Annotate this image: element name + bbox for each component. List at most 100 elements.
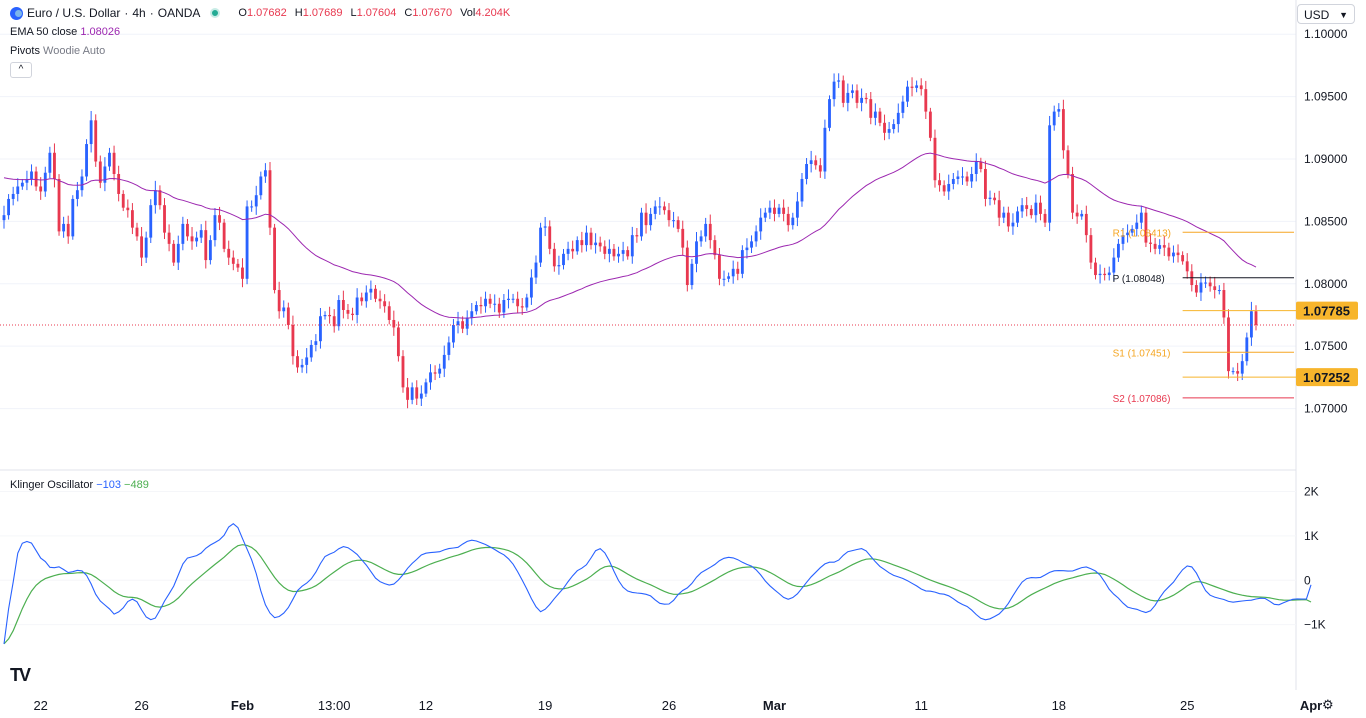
candle-body[interactable] [713,240,717,256]
candle-body[interactable] [130,210,134,228]
candle-body[interactable] [571,248,575,252]
candle-body[interactable] [736,268,740,274]
candle-body[interactable] [676,220,680,229]
candle-body[interactable] [245,206,249,279]
candle-body[interactable] [341,300,345,310]
klinger-legend[interactable]: Klinger Oscillator −103 −489 [10,479,149,491]
candle-body[interactable] [502,300,506,313]
candle-body[interactable] [983,168,987,199]
candle-body[interactable] [630,235,634,257]
candle-body[interactable] [1048,125,1052,223]
candle-body[interactable] [424,382,428,394]
candle-body[interactable] [474,305,478,312]
candle-body[interactable] [1094,262,1097,276]
candle-body[interactable] [525,297,529,308]
candle-body[interactable] [1162,245,1166,248]
candle-body[interactable] [1020,205,1024,212]
candle-body[interactable] [997,200,1001,218]
candle-body[interactable] [562,253,565,266]
candle-body[interactable] [57,178,61,232]
candle-body[interactable] [695,241,698,264]
candle-body[interactable] [1006,212,1010,227]
candle-body[interactable] [699,236,703,242]
candle-body[interactable] [222,222,226,249]
candle-body[interactable] [1185,261,1189,272]
candle-body[interactable] [892,124,896,130]
candle-body[interactable] [387,306,391,320]
candle-body[interactable] [851,90,854,93]
candle-body[interactable] [823,127,827,172]
candle-body[interactable] [814,160,818,166]
candle-body[interactable] [933,137,937,181]
candle-body[interactable] [396,327,400,357]
candle-body[interactable] [543,226,547,228]
candle-body[interactable] [708,223,712,241]
candle-body[interactable] [919,85,923,90]
candle-body[interactable] [103,166,107,183]
candle-body[interactable] [126,207,130,211]
candle-body[interactable] [621,250,625,254]
currency-select[interactable]: USD ▼ [1297,4,1355,24]
exchange[interactable]: OANDA [157,6,201,20]
candle-body[interactable] [635,235,639,237]
candle-body[interactable] [1245,337,1249,362]
candle-body[interactable] [218,215,221,223]
candle-body[interactable] [557,265,561,267]
candle-body[interactable] [360,297,364,302]
candle-body[interactable] [309,344,313,358]
candle-body[interactable] [167,232,171,244]
candle-body[interactable] [135,227,139,237]
candle-body[interactable] [681,228,685,248]
candle-body[interactable] [520,306,524,308]
candle-body[interactable] [818,165,822,172]
candle-body[interactable] [805,164,808,179]
candle-body[interactable] [763,212,767,218]
candle-body[interactable] [704,223,708,237]
candle-body[interactable] [672,220,675,222]
candle-body[interactable] [20,182,24,187]
candle-body[interactable] [25,178,29,183]
candle-body[interactable] [447,342,451,355]
candle-body[interactable] [1002,212,1006,218]
candle-body[interactable] [580,240,584,246]
candle-body[interactable] [401,356,405,388]
candle-body[interactable] [979,161,983,169]
candle-body[interactable] [910,86,914,88]
candle-body[interactable] [864,97,868,100]
candle-body[interactable] [98,161,102,183]
candle-body[interactable] [828,99,831,128]
candle-body[interactable] [1194,285,1198,293]
candle-body[interactable] [782,207,786,214]
candle-body[interactable] [53,152,56,179]
candle-body[interactable] [791,217,795,226]
candle-body[interactable] [846,92,850,103]
candle-body[interactable] [176,243,180,263]
candles[interactable] [2,73,1258,409]
candle-body[interactable] [640,212,643,237]
candle-body[interactable] [938,180,941,186]
candle-body[interactable] [383,301,387,307]
candle-body[interactable] [745,247,749,251]
candle-body[interactable] [488,298,492,304]
candle-body[interactable] [795,201,799,218]
candle-body[interactable] [2,215,6,221]
candle-body[interactable] [1061,109,1065,151]
candle-body[interactable] [186,223,189,237]
candle-body[interactable] [140,236,144,258]
candle-body[interactable] [1071,173,1074,213]
candle-body[interactable] [924,89,928,112]
candle-body[interactable] [786,213,790,226]
candle-body[interactable] [626,250,630,257]
candle-body[interactable] [993,197,997,201]
candle-body[interactable] [346,309,350,314]
candle-body[interactable] [690,263,694,286]
candle-body[interactable] [1089,235,1093,263]
candle-body[interactable] [841,80,845,103]
candle-body[interactable] [452,324,455,343]
candle-body[interactable] [951,178,955,184]
candle-body[interactable] [314,341,318,345]
candle-body[interactable] [860,97,864,103]
candle-body[interactable] [16,186,20,194]
candle-body[interactable] [1227,317,1230,372]
candle-body[interactable] [374,288,377,299]
